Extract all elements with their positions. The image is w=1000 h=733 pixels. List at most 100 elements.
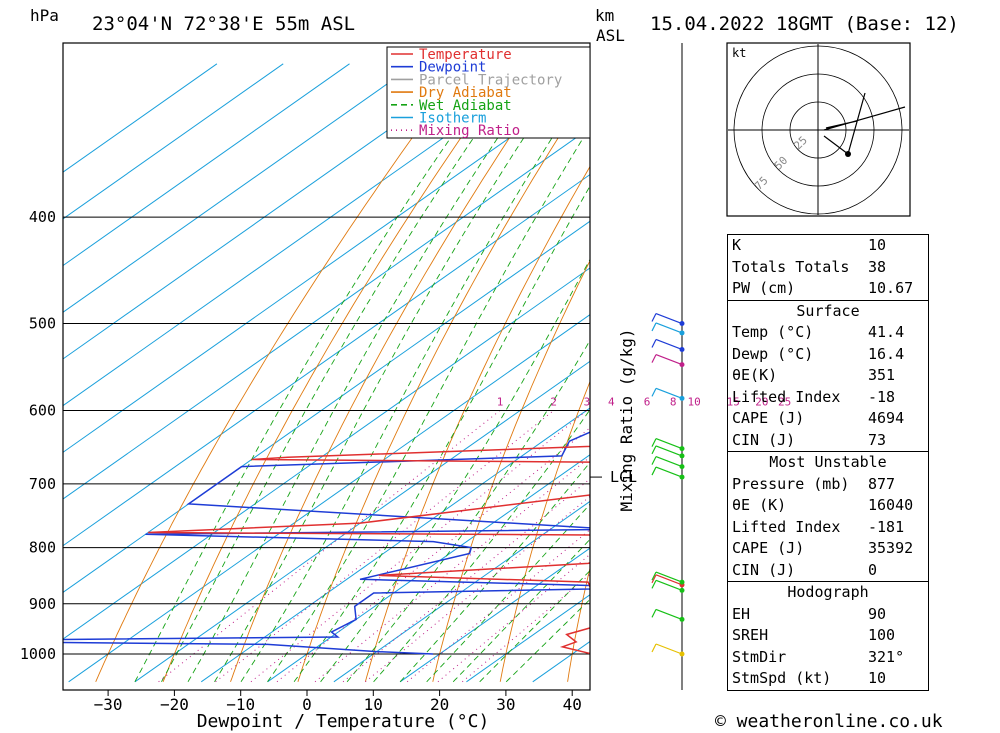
isotherm-line [63, 63, 218, 173]
wind-barb-dot [679, 464, 685, 470]
wind-barb-feather [651, 388, 657, 397]
index-label: CAPE (J) [732, 539, 805, 557]
temperature-tick-label: 20 [430, 695, 449, 714]
wind-barb-dot [679, 651, 685, 657]
surface-title: Surface [796, 301, 860, 320]
dry-adiabat-line [297, 86, 590, 682]
index-row: CAPE (J) 35392 [728, 538, 928, 560]
wind-barb [655, 312, 683, 325]
wind-barb-feather [651, 456, 657, 465]
temperature-tick-label: 40 [563, 695, 582, 714]
wet-adiabat-line [346, 339, 590, 683]
mixing-ratio-label: 10 [687, 395, 700, 408]
temperature-tick-label: 10 [364, 695, 383, 714]
index-label: CIN (J) [732, 560, 796, 579]
wind-barb-feather [651, 466, 657, 476]
hodograph-indices-title: Hodograph [787, 583, 869, 601]
mixing-ratio-line [314, 456, 590, 683]
index-label: K [732, 236, 742, 254]
mixing-ratio-label: 2 [550, 395, 557, 408]
index-value: 38 [868, 257, 887, 276]
legend-label: Isotherm [419, 111, 486, 127]
dry-adiabat-line [230, 63, 560, 682]
index-value: 10 [868, 669, 887, 687]
mixing-ratio-line [215, 410, 555, 683]
isotherm-line [134, 360, 590, 683]
index-label: θE(K) [732, 366, 778, 384]
pressure-tick-label: 700 [29, 475, 56, 493]
wind-barb [655, 579, 683, 591]
isotherm-line [63, 63, 549, 407]
index-value: 16040 [868, 496, 914, 514]
mixing-ratio-line [365, 495, 590, 683]
index-value: 100 [868, 626, 896, 644]
isotherm-line [63, 63, 483, 360]
index-label: θE (K) [732, 496, 787, 514]
mixing-ratio-label: 25 [778, 395, 791, 408]
mixing-ratio-label: 8 [670, 395, 677, 408]
wind-barb-feather [651, 445, 657, 455]
header-unit-km: km [595, 6, 614, 25]
wind-barb-feather [651, 580, 657, 589]
legend-label: Wet Adiabat [419, 98, 512, 114]
wet-adiabat-line [267, 126, 590, 683]
hodograph-indices-section: Hodograph EH 90 SREH 100 StmDir 321° StmSpd… [728, 581, 928, 690]
isotherm-line [63, 63, 350, 267]
wind-barb-dot [679, 453, 685, 459]
index-row: CIN (J) 73 [728, 430, 928, 452]
dewpoint-line [63, 431, 590, 655]
isotherm-line [68, 314, 590, 683]
index-row: StmDir 321° [728, 647, 928, 669]
plot-frame [62, 42, 591, 691]
mixing-ratio-label: 4 [608, 395, 615, 408]
temperature-tick-label: −20 [160, 695, 189, 714]
isotherm-line [399, 547, 590, 683]
wind-barb-dot [679, 587, 685, 593]
index-value: 321° [868, 647, 905, 666]
isotherm-line [63, 127, 590, 500]
wet-adiabat-line [399, 461, 590, 683]
index-label: Lifted Index [732, 517, 841, 536]
index-row: Lifted Index -181 [728, 517, 928, 539]
pressure-tick-label: 800 [29, 539, 56, 557]
index-row: PW (cm) 10.67 [728, 278, 928, 300]
dry-adiabat-line [364, 165, 590, 682]
mixing-ratio-label: 6 [644, 395, 651, 408]
hodograph-unit: kt [732, 46, 746, 60]
index-label: StmDir [732, 647, 787, 666]
wind-barb [655, 387, 683, 399]
index-value: 73 [868, 430, 887, 449]
isotherm-line [267, 454, 590, 683]
temperature-tick-label: 30 [496, 695, 515, 714]
mixing-ratio-line [406, 529, 590, 683]
temperature-tick-label: 0 [302, 695, 312, 714]
index-label: StmSpd (kt) [732, 669, 832, 687]
wind-barb [655, 354, 683, 366]
index-value: -181 [868, 517, 905, 536]
wind-barb-dot [679, 579, 685, 585]
wet-adiabat-line [452, 538, 590, 683]
lcl-label: LCL [610, 468, 637, 486]
wind-barb-feather [651, 322, 657, 332]
index-row: Totals Totals 38 [728, 257, 928, 279]
dry-adiabat-line [162, 63, 513, 682]
index-row: StmSpd (kt) 10 [728, 668, 928, 690]
wind-barb [655, 445, 683, 457]
index-label: Totals Totals [732, 257, 850, 276]
surface-section: Surface Temp (°C) 41.4 Dewp (°C) 16.4 θE(K… [728, 299, 928, 452]
isotherm-line [63, 220, 590, 593]
index-row: Temp (°C) 41.4 [728, 322, 928, 344]
wind-barb-feather [651, 438, 657, 447]
wind-barb-dot [679, 395, 685, 401]
index-row: θE(K) 351 [728, 365, 928, 387]
wet-adiabat-line [426, 503, 590, 683]
index-value: 0 [868, 560, 878, 579]
isotherm-line [63, 63, 284, 220]
wind-barb [655, 322, 683, 334]
index-label: CAPE (J) [732, 409, 805, 427]
index-row: Dewp (°C) 16.4 [728, 344, 928, 366]
most-unstable-section: Most Unstable Pressure (mb) 877 θE (K) 160… [728, 451, 928, 581]
legend-label: Dry Adiabat [419, 85, 512, 101]
wet-adiabat-line [373, 408, 590, 683]
